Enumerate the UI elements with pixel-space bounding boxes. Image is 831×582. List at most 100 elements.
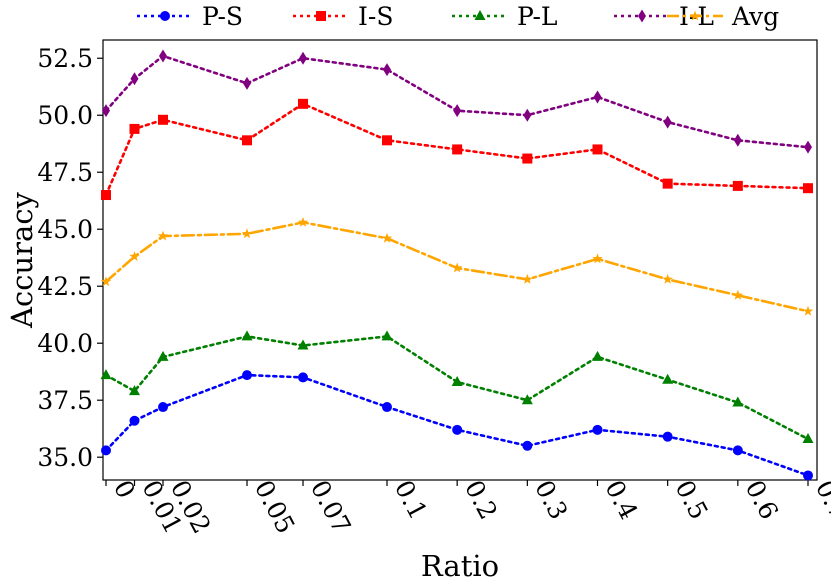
series-i-s xyxy=(101,98,813,201)
data-point-p-s xyxy=(803,470,813,481)
x-tick-label: 0.2 xyxy=(459,475,503,524)
series-line-p-l xyxy=(104,335,810,441)
data-point-avg xyxy=(732,289,744,300)
x-tick-label: 0.1 xyxy=(389,475,433,524)
data-point-i-l xyxy=(299,51,307,65)
data-point-p-s xyxy=(522,440,533,451)
data-point-p-l xyxy=(451,375,463,386)
data-point-p-s xyxy=(592,424,603,435)
data-point-avg xyxy=(451,262,463,273)
legend-item-avg: Avg xyxy=(667,2,779,31)
data-point-i-l xyxy=(593,90,602,104)
data-point-p-l xyxy=(521,394,533,405)
data-point-avg xyxy=(522,273,533,284)
y-axis: 35.0 37.5 40.0 42.5 45.0 47.5 50.0 52.5 xyxy=(37,44,103,472)
x-tick-label: 0.07 xyxy=(305,475,357,538)
data-point-i-s xyxy=(101,190,111,201)
legend-item-p-l: P-L xyxy=(452,2,558,31)
data-point-p-s xyxy=(242,370,252,381)
legend-marker xyxy=(474,10,486,20)
x-axis-label: Ratio xyxy=(421,549,499,582)
series-p-s xyxy=(101,370,813,481)
data-point-p-l xyxy=(157,350,169,361)
data-point-p-l xyxy=(241,330,253,341)
data-point-i-s xyxy=(298,98,308,109)
data-point-p-s xyxy=(298,372,308,383)
data-point-p-l xyxy=(662,373,674,384)
data-point-avg xyxy=(157,230,169,241)
plot-area xyxy=(102,39,818,481)
series-layer xyxy=(100,49,814,481)
x-axis: 00.010.02 0.05 0.07 0.1 0.2 0.3 0.4 0.5 0.6 0.7 xyxy=(105,475,831,538)
data-point-p-s xyxy=(732,445,743,456)
data-point-p-l xyxy=(129,385,140,396)
y-tick-label: 47.5 xyxy=(37,158,93,187)
data-point-p-l xyxy=(592,350,603,361)
data-point-i-s xyxy=(158,114,168,125)
series-line-avg xyxy=(104,221,810,313)
legend-marker xyxy=(160,11,170,21)
data-point-i-l xyxy=(159,49,167,63)
data-point-i-l xyxy=(243,76,251,90)
x-tick-label: 0.5 xyxy=(669,475,713,524)
data-point-p-s xyxy=(129,415,140,426)
legend-marker xyxy=(316,11,326,21)
x-tick-label: 0.7 xyxy=(810,475,831,524)
data-point-p-l xyxy=(802,432,814,443)
data-point-i-s xyxy=(732,180,743,191)
data-point-i-l xyxy=(130,72,139,86)
x-tick-label: 0.6 xyxy=(740,475,784,524)
data-point-avg xyxy=(100,276,112,287)
y-tick-label: 50.0 xyxy=(37,101,93,130)
data-point-i-l xyxy=(383,63,391,77)
data-point-p-s xyxy=(101,445,111,456)
data-point-avg xyxy=(662,273,673,284)
data-point-p-s xyxy=(382,402,392,413)
legend-label: P-L xyxy=(517,2,558,31)
x-tick-label: 0.4 xyxy=(599,475,643,524)
data-point-i-s xyxy=(242,135,252,146)
data-point-avg xyxy=(592,253,603,264)
data-point-p-l xyxy=(381,330,393,341)
data-point-i-l xyxy=(102,104,110,118)
data-point-i-s xyxy=(452,144,463,155)
data-point-i-s xyxy=(382,135,392,146)
series-avg xyxy=(100,216,814,316)
data-point-i-l xyxy=(804,140,812,154)
data-point-i-s xyxy=(129,123,140,134)
data-point-avg xyxy=(381,232,393,243)
legend-marker xyxy=(638,9,646,23)
legend-item-i-s: I-S xyxy=(293,2,393,31)
legend-label: Avg xyxy=(731,2,779,31)
data-point-p-s xyxy=(662,431,673,442)
legend-label: I-S xyxy=(358,2,393,31)
data-point-p-l xyxy=(297,339,309,350)
data-point-i-s xyxy=(662,178,673,189)
legend-item-p-s: P-S xyxy=(137,2,243,31)
data-point-i-l xyxy=(663,115,672,129)
data-point-i-s xyxy=(522,153,533,164)
data-point-avg xyxy=(297,216,309,227)
x-tick-label: 0.05 xyxy=(249,475,301,538)
data-point-avg xyxy=(241,228,253,239)
y-tick-label: 40.0 xyxy=(37,329,93,358)
series-line-i-l xyxy=(104,54,810,149)
y-tick-label: 37.5 xyxy=(37,386,93,415)
y-tick-label: 35.0 xyxy=(37,443,93,472)
series-i-l xyxy=(102,49,812,154)
data-point-i-l xyxy=(453,104,462,118)
data-point-i-l xyxy=(733,133,742,147)
data-point-i-s xyxy=(592,144,603,155)
y-tick-label: 52.5 xyxy=(37,44,93,73)
x-tick-label: 0.3 xyxy=(529,475,573,524)
data-point-avg xyxy=(802,305,814,316)
data-point-p-l xyxy=(732,396,744,407)
data-point-p-s xyxy=(452,424,463,435)
data-point-avg xyxy=(129,251,140,261)
data-point-p-s xyxy=(158,402,168,413)
legend-label: P-S xyxy=(202,2,243,31)
data-point-i-s xyxy=(803,183,813,194)
data-point-p-l xyxy=(100,369,112,380)
